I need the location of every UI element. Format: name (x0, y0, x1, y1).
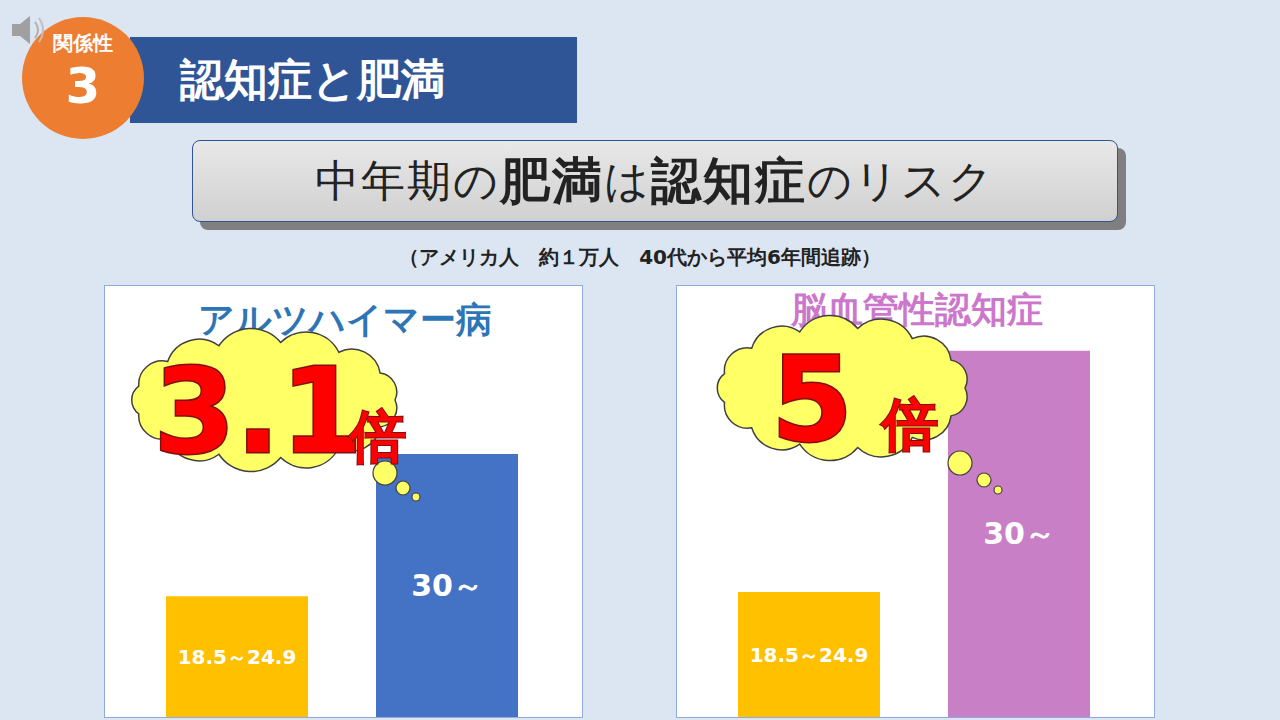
html-text:3: 3 (65, 57, 101, 115)
svg-text:倍: 倍 (348, 404, 406, 469)
html-text:（アメリカ人 約１万人 40代から平均6年間追跡）: （アメリカ人 約１万人 40代から平均6年間追跡） (399, 245, 881, 269)
svg-text:倍: 倍 (880, 392, 938, 457)
svg-text:30～: 30～ (411, 568, 483, 603)
html-text:認知症と肥満: 認知症と肥満 (180, 54, 445, 105)
svg-text:3.1: 3.1 (153, 342, 362, 480)
svg-text:18.5～24.9: 18.5～24.9 (750, 643, 869, 667)
svg-text:30～: 30～ (983, 516, 1055, 551)
html-text:関係性: 関係性 (53, 31, 113, 55)
html-text:アルツハイマー病: アルツハイマー病 (197, 299, 492, 340)
svg-text:5: 5 (771, 330, 853, 468)
html-text:中年期の肥満は認知症のリスク: 中年期の肥満は認知症のリスク (315, 151, 995, 210)
html-text:脳血管性認知症: 脳血管性認知症 (790, 289, 1043, 330)
svg-text:18.5～24.9: 18.5～24.9 (178, 645, 297, 669)
